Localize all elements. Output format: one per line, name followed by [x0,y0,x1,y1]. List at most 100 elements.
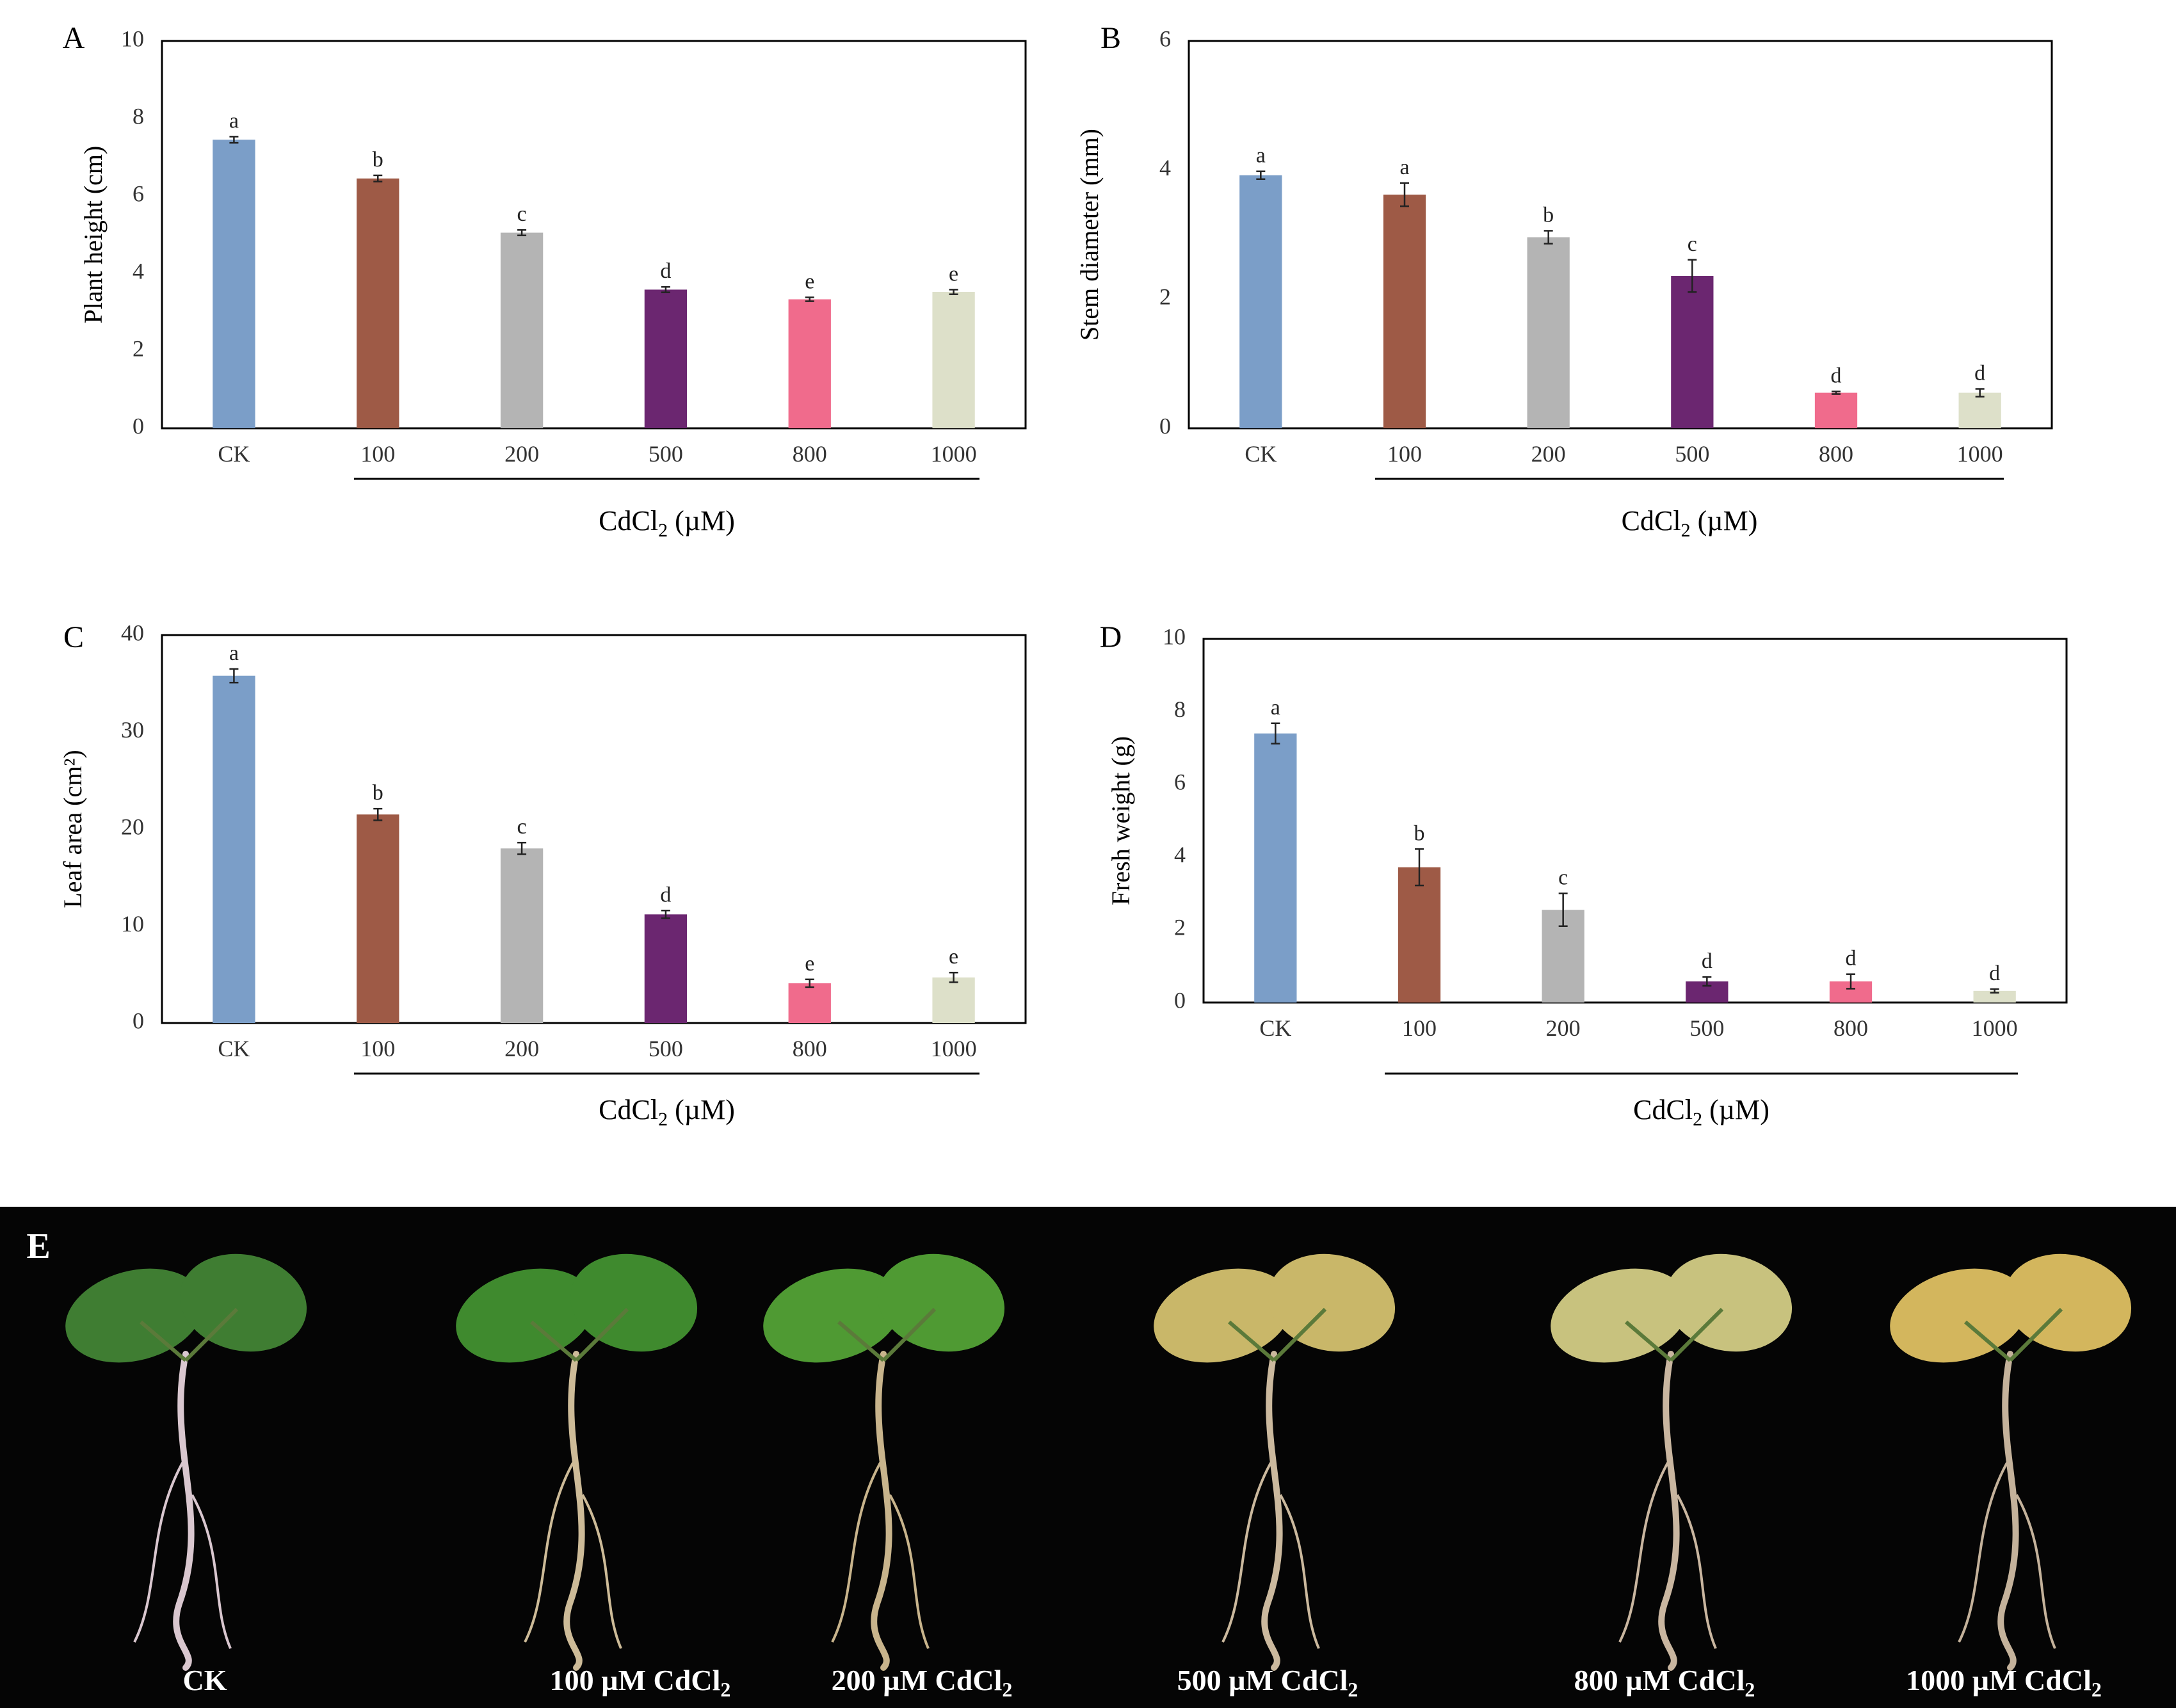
x-tick-label: 200 [504,441,539,467]
plot-frame [161,634,1027,1024]
x-tick-label: 200 [504,1036,539,1061]
bar-100 [1383,194,1426,428]
bar-100 [1398,867,1441,1003]
leaf-icon [570,1253,698,1352]
photo-background [0,1207,2176,1708]
x-axis-label: CdCl2 (µM) [599,505,735,541]
y-tick-label: 4 [1174,842,1186,867]
significance-letter: d [660,883,671,906]
leaf-icon [1890,1268,2028,1363]
significance-letter: e [805,952,814,976]
x-tick-label: 800 [1833,1015,1868,1041]
root-branch-icon [1221,1462,1272,1643]
leaf-icon [763,1268,901,1363]
bar-200 [1527,237,1570,428]
significance-letter: a [1256,144,1266,168]
plant-4: 500 µM CdCl2 [1154,1253,1396,1701]
leaf-icon [1664,1253,1793,1352]
bar-800 [1814,392,1858,428]
x-tick-label: 800 [793,441,827,467]
y-tick-label: 30 [121,717,144,743]
x-tick-label: 500 [649,441,683,467]
significance-letter: c [1688,232,1697,256]
bar-CK [213,140,255,428]
leaf-icon [179,1253,307,1352]
x-tick-label: CK [218,1036,250,1061]
x-tick-label: 100 [360,1036,395,1061]
leaf-icon [456,1268,594,1363]
significance-letter: e [805,270,814,294]
x-axis-label: CdCl2 (µM) [599,1094,735,1130]
x-tick-label: 800 [793,1036,827,1061]
root-branch-icon [1958,1462,2008,1643]
root-branch-icon [1279,1494,1320,1649]
bar-200 [500,232,544,428]
petiole-icon [140,1307,239,1362]
leaf-icon [1551,1268,1689,1363]
y-tick-label: 0 [1174,987,1186,1013]
root-branch-icon [889,1494,930,1649]
bar-500 [644,289,688,428]
root-icon [871,1351,892,1671]
significance-letter: a [1271,696,1280,720]
bar-200 [500,848,544,1023]
bar-800 [788,299,831,428]
x-tick-label: 100 [360,441,395,467]
significance-letter: c [517,815,527,839]
plant-label: 800 µM CdCl2 [1574,1664,1755,1701]
panel-letter: B [1100,21,1121,55]
bar-1000 [1973,990,2016,1003]
petiole-icon [1964,1307,2063,1362]
x-tick-label: 1000 [1972,1015,2018,1041]
root-branch-icon [133,1462,184,1643]
root-branch-icon [1618,1462,1669,1643]
y-tick-label: 8 [133,103,144,129]
y-tick-label: 10 [121,26,144,51]
root-icon [1658,1351,1680,1671]
x-axis-label: CdCl2 (µM) [1622,505,1758,541]
plant-label: 500 µM CdCl2 [1177,1664,1358,1701]
plot-frame [161,40,1027,430]
significance-letter: a [1399,156,1409,179]
significance-letter: e [949,262,958,286]
root-branch-icon [2015,1494,2056,1649]
bar-500 [1671,276,1714,428]
leaf-icon [2004,1253,2132,1352]
significance-letter: d [1831,364,1842,388]
root-branch-icon [1676,1494,1717,1649]
bar-100 [357,814,399,1023]
petiole-icon [530,1307,629,1362]
panel-letter: A [63,21,85,55]
y-tick-label: 8 [1174,697,1186,722]
root-branch-icon [191,1494,232,1649]
chart-d: D 0 2 4 6 8 10 Fresh weight (g) a CK b 100 c 200 d 500 d… [1100,620,2068,1130]
chart-b: B 0 2 4 6 Stem diameter (mm) a CK a 100 b 200 c 500 d 8… [1075,21,2053,541]
panel-letter: E [26,1227,50,1266]
bar-500 [644,914,688,1023]
root-icon [563,1351,585,1671]
x-tick-label: CK [1245,441,1277,467]
significance-letter: b [1543,203,1554,227]
root-branch-icon [524,1462,574,1643]
y-tick-label: 20 [121,814,144,839]
x-tick-label: CK [218,441,250,467]
y-axis-label: Leaf area (cm²) [58,750,87,908]
plot-frame [1202,638,2068,1004]
chart-c: C 0 10 20 30 40 Leaf area (cm²) a CK b 100 c 200 d 500… [58,620,1027,1130]
significance-letter: e [949,945,958,969]
x-tick-label: 200 [1546,1015,1581,1041]
y-axis-label: Fresh weight (g) [1106,736,1135,905]
y-tick-label: 6 [133,181,144,206]
plot-frame [1188,40,2053,430]
leaf-icon [65,1268,204,1363]
root-branch-icon [581,1494,622,1649]
plant-3: 200 µM CdCl2 [763,1253,1013,1701]
petiole-icon [1228,1307,1327,1362]
plant-label: 200 µM CdCl2 [832,1664,1013,1701]
y-tick-label: 0 [133,413,144,439]
root-icon [1997,1351,2019,1671]
panel-letter: C [63,620,84,654]
petiole-icon [837,1307,937,1362]
x-tick-label: 500 [1689,1015,1724,1041]
